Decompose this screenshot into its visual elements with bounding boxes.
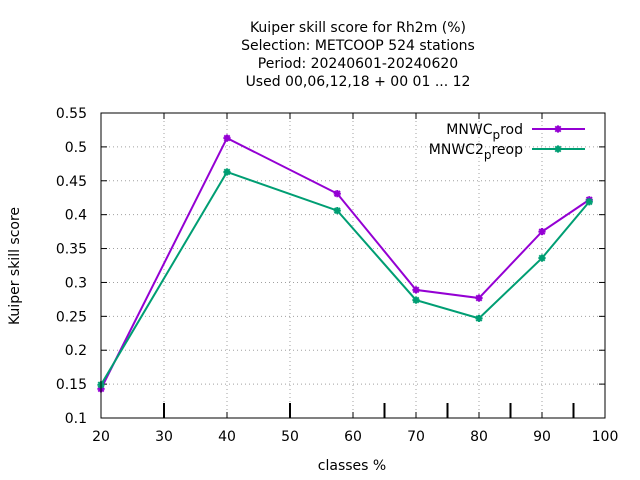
legend-label-sub: p [492, 128, 500, 142]
x-tick-label: 80 [470, 429, 488, 445]
series [97, 134, 593, 393]
y-tick-label: 0.35 [56, 242, 87, 258]
legend-item-2: MNWC2preop [429, 142, 585, 162]
data-point [223, 168, 231, 176]
data-point [412, 296, 420, 304]
x-tick-label: 90 [533, 429, 551, 445]
x-tick-label: 40 [218, 429, 236, 445]
data-point [333, 207, 341, 215]
title-line: Selection: METCOOP 524 stations [241, 38, 475, 54]
series-line [100, 136, 590, 390]
data-point [538, 254, 546, 262]
legend-label-rest: rod [500, 122, 523, 138]
data-point [475, 314, 483, 322]
series-2 [97, 168, 593, 389]
legend-label-main: MNWC [446, 122, 492, 138]
y-axis-label: Kuiper skill score [7, 207, 23, 325]
plot-frame [100, 112, 606, 419]
x-tick-label: 70 [407, 429, 425, 445]
data-point [538, 228, 546, 236]
data-point [412, 286, 420, 294]
title-line: Kuiper skill score for Rh2m (%) [250, 20, 466, 36]
data-point [475, 294, 483, 302]
y-tick-label: 0.3 [65, 275, 87, 291]
legend-label-sub: p [484, 148, 492, 162]
legend-item-1: MNWCprod [446, 122, 585, 142]
title-line: Period: 20240601-20240620 [258, 56, 458, 72]
x-tick-label: 100 [592, 429, 619, 445]
data-point [585, 198, 593, 206]
x-axis-label: classes % [318, 458, 386, 474]
axis-ticks: 20 30 40 50 60 70 80 90 100 0.1 0.15 0.2 0.25 0.3 0.35… [56, 106, 619, 445]
y-tick-label: 0.55 [56, 106, 87, 122]
legend-label: MNWCprod [446, 122, 523, 142]
data-point [223, 134, 231, 142]
x-tick-label: 20 [92, 429, 110, 445]
y-tick-label: 0.1 [65, 411, 87, 427]
y-tick-label: 0.45 [56, 174, 87, 190]
x-tick-label: 60 [344, 429, 362, 445]
title-line: Used 00,06,12,18 + 00 01 ... 12 [246, 74, 471, 90]
legend-label-main: MNWC2 [429, 142, 484, 158]
y-tick-label: 0.5 [65, 140, 87, 156]
chart-title: Kuiper skill score for Rh2m (%) Selection… [241, 20, 475, 90]
y-tick-label: 0.4 [65, 208, 87, 224]
y-tick-label: 0.15 [56, 377, 87, 393]
series-1 [97, 134, 593, 393]
data-point [333, 190, 341, 198]
x-tick-label: 30 [155, 429, 173, 445]
x-tick-label: 50 [281, 429, 299, 445]
legend-marker [554, 145, 562, 153]
legend-marker [554, 125, 562, 133]
y-tick-label: 0.2 [65, 343, 87, 359]
grid [101, 113, 605, 418]
y-tick-label: 0.25 [56, 309, 87, 325]
legend-label: MNWC2preop [429, 142, 523, 162]
legend-label-rest: reop [491, 142, 523, 158]
